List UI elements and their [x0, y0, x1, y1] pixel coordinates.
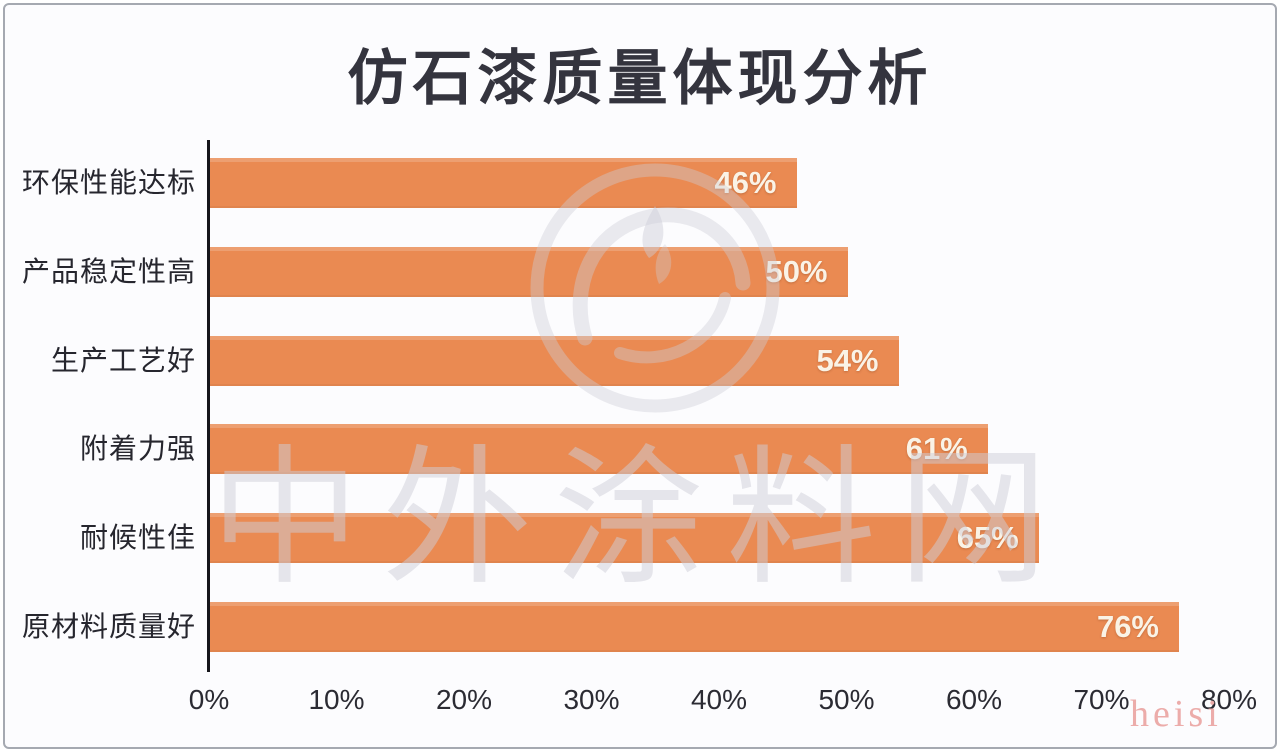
value-label: 76% [1096, 609, 1159, 644]
value-label: 54% [816, 342, 879, 378]
y-axis-line [207, 140, 210, 672]
bar: 50% [210, 246, 848, 297]
x-tick-label: 0% [188, 684, 230, 715]
category-label: 产品稳定性高 [21, 255, 196, 287]
x-tick-label: 60% [945, 684, 1003, 715]
bar: 65% [210, 513, 1039, 564]
value-label: 46% [714, 165, 777, 200]
value-label: 65% [956, 520, 1019, 556]
x-tick-label: 30% [563, 684, 620, 715]
x-tick-label: 10% [308, 684, 365, 715]
bar-row: 耐候性佳 65% [0, 513, 1280, 564]
bar: 61% [210, 424, 988, 475]
bar-row: 原材料质量好 76% [0, 602, 1280, 652]
category-label: 附着力强 [79, 433, 196, 465]
value-label: 50% [765, 253, 828, 289]
bar: 54% [210, 335, 899, 386]
x-tick-label: 20% [435, 684, 493, 715]
x-tick-label: 70% [1073, 684, 1130, 715]
bar-row: 产品稳定性高 50% [0, 246, 1280, 297]
category-label: 环保性能达标 [21, 167, 196, 198]
x-tick-label: 40% [690, 684, 748, 715]
bar: 76% [210, 602, 1179, 652]
chart-title: 仿石漆质量体现分析 [347, 45, 933, 112]
x-tick-label: 80% [1200, 684, 1258, 715]
bar: 46% [210, 158, 797, 208]
bar-row: 生产工艺好 54% [0, 335, 1280, 386]
value-label: 61% [905, 431, 968, 467]
bar-row: 环保性能达标 46% [0, 158, 1280, 208]
bar-row: 附着力强 61% [0, 424, 1280, 475]
category-label: 生产工艺好 [50, 344, 196, 376]
category-label: 耐候性佳 [79, 522, 196, 554]
category-label: 原材料质量好 [21, 611, 196, 642]
x-tick-label: 50% [818, 684, 875, 715]
